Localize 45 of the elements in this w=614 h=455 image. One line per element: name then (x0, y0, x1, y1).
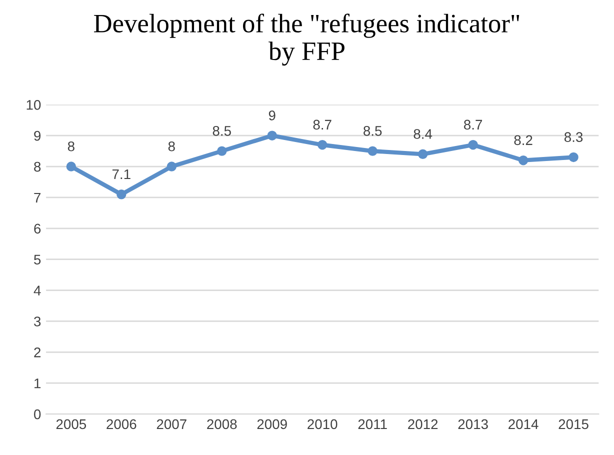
x-tick-label: 2007 (156, 419, 186, 430)
point (468, 140, 478, 150)
x-tick-label: 2015 (558, 419, 588, 430)
data-label: 8 (68, 141, 74, 152)
x-tick-label: 2005 (56, 419, 86, 430)
point (317, 140, 328, 150)
point (368, 146, 378, 156)
y-tick-label: 1 (34, 378, 41, 388)
point (217, 146, 227, 156)
point (418, 149, 428, 160)
point (116, 190, 126, 200)
data-label: 8.5 (364, 126, 382, 136)
data-label: 8.7 (313, 120, 332, 130)
x-tick-label: 2006 (106, 419, 136, 430)
y-tick-label: 5 (34, 254, 41, 265)
y-tick-label: 6 (34, 224, 41, 234)
x-tick-label: 2012 (408, 419, 438, 430)
chart-title: Development of the "refugees indicator" by FFP (94, 14, 520, 66)
data-label: 8.5 (212, 126, 231, 136)
data-label: 8.4 (414, 129, 432, 139)
data-label: 8.3 (564, 132, 583, 142)
x-tick-label: 2008 (207, 419, 237, 430)
x-tick-label: 2009 (257, 419, 287, 430)
point (267, 130, 277, 140)
x-tick-label: 2014 (508, 419, 538, 430)
y-tick-label: 2 (34, 348, 40, 358)
x-tick-label: 2010 (308, 419, 338, 430)
data-label: 7.1 (112, 169, 130, 179)
y-tick-label: 10 (26, 100, 41, 110)
data-label: 8.2 (514, 135, 532, 146)
y-tick-label: 0 (34, 409, 41, 420)
data-label: 8.7 (464, 120, 482, 130)
data-label: 9 (268, 110, 276, 120)
y-tick-label: 4 (34, 286, 41, 296)
point (518, 155, 528, 166)
point (66, 162, 76, 172)
x-tick-label: 2013 (458, 419, 488, 430)
x-tick-label: 2011 (358, 419, 387, 430)
data-label: 8 (168, 141, 175, 152)
point (568, 152, 578, 162)
y-tick-label: 9 (34, 130, 41, 141)
y-tick-label: 3 (34, 316, 41, 326)
y-tick-label: 8 (34, 162, 41, 172)
point (166, 162, 176, 172)
y-tick-label: 7 (34, 192, 40, 203)
